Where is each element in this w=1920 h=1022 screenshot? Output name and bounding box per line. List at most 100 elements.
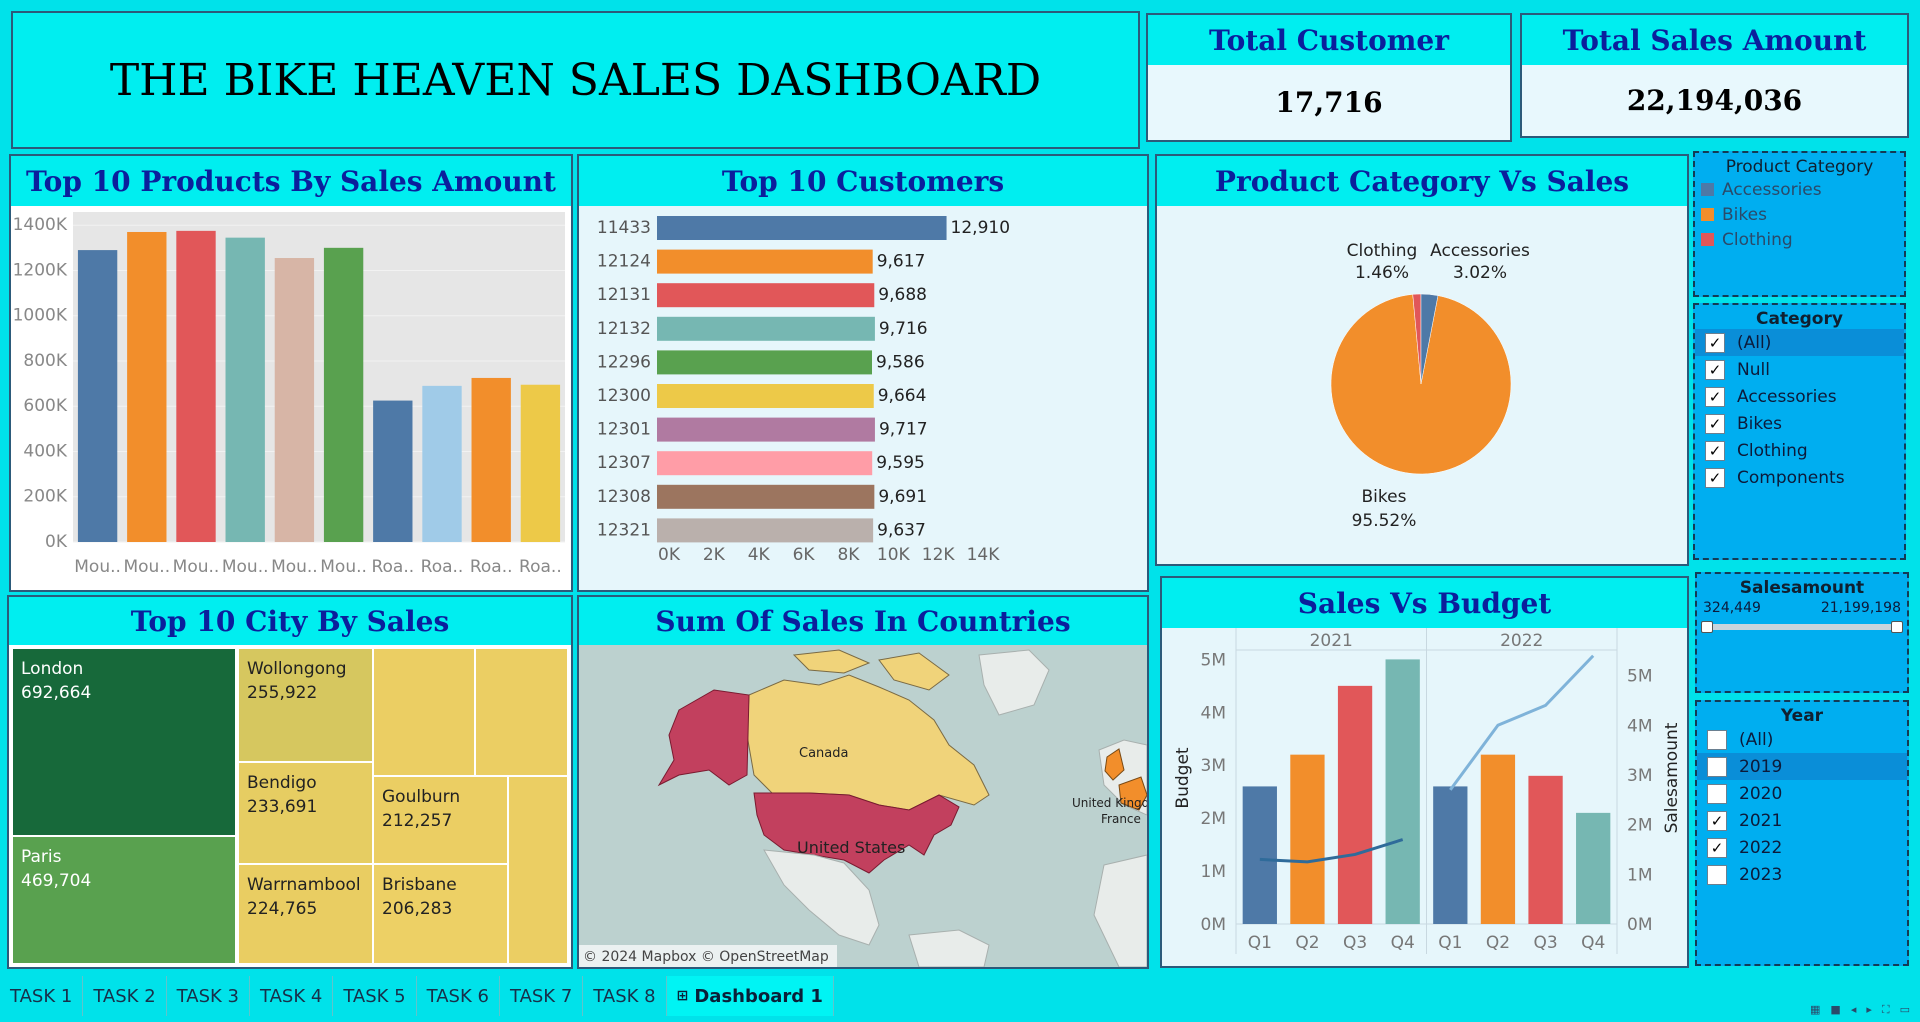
- slider-handle-max[interactable]: [1891, 621, 1903, 633]
- treemap-cell[interactable]: Bendigo 233,691: [239, 763, 372, 863]
- slider-handle-min[interactable]: [1701, 621, 1713, 633]
- slice-pct-label: 3.02%: [1453, 263, 1507, 283]
- slice-label: Bikes: [1362, 487, 1407, 507]
- y-tick-label-right: 4M: [1627, 716, 1652, 736]
- tab-task-4[interactable]: TASK 4: [250, 976, 334, 1016]
- treemap-cell[interactable]: Wollongong 255,922: [239, 649, 372, 761]
- top-products-panel: Top 10 Products By Sales Amount 0K 200K 40…: [9, 154, 573, 592]
- category-option-bikes[interactable]: ✓ Bikes: [1695, 410, 1904, 437]
- sheet-view-icon[interactable]: ■: [1830, 1003, 1841, 1016]
- checkbox-icon[interactable]: ✓: [1705, 386, 1725, 407]
- category-option-clothing[interactable]: ✓ Clothing: [1695, 437, 1904, 464]
- year-option-2022[interactable]: ✓ 2022: [1697, 834, 1907, 861]
- city-value: 206,283: [382, 899, 453, 919]
- city-value: 233,691: [247, 797, 318, 817]
- treemap-cell[interactable]: Brisbane 206,283: [374, 865, 507, 963]
- customers-bar-chart[interactable]: 11433 12,910 12124 9,617 12131 9,688 12132 9,71…: [579, 206, 1147, 590]
- checkbox-icon[interactable]: ✓: [1705, 440, 1725, 461]
- bar: [657, 283, 875, 308]
- x-tick-label: Q1: [1438, 933, 1462, 953]
- treemap-cell[interactable]: Goulburn 212,257: [374, 777, 507, 863]
- range-max: 21,199,198: [1820, 600, 1901, 616]
- y-tick-label: 800K: [23, 351, 67, 371]
- checkbox-icon[interactable]: [1707, 729, 1727, 750]
- bar: [373, 400, 413, 542]
- prev-icon[interactable]: ◂: [1850, 1003, 1857, 1016]
- y-tick-label-left: 2M: [1201, 809, 1226, 829]
- country-france: [1118, 776, 1147, 811]
- checkbox-icon[interactable]: [1707, 783, 1727, 804]
- tab-task-6[interactable]: TASK 6: [417, 976, 500, 1016]
- bar: [323, 247, 364, 543]
- treemap-cell-unlabeled[interactable]: [374, 649, 474, 775]
- year-option-all[interactable]: (All): [1697, 726, 1907, 753]
- pane-header: 2022: [1500, 631, 1543, 651]
- grid-view-icon[interactable]: ▦: [1810, 1003, 1821, 1016]
- year-option-2023[interactable]: 2023: [1697, 861, 1907, 888]
- category-option-all[interactable]: ✓ (All): [1695, 329, 1904, 356]
- x-tick-label: Q3: [1533, 933, 1557, 953]
- slice-pct-label: 95.52%: [1352, 511, 1417, 531]
- sheet-tabs: TASK 1 TASK 2 TASK 3 TASK 4 TASK 5 TASK …: [0, 976, 1920, 1022]
- tab-task-7[interactable]: TASK 7: [500, 976, 584, 1016]
- sales-map[interactable]: Canada United States United Kingdo Franc…: [579, 645, 1147, 967]
- y-tick-label: 1000K: [13, 306, 68, 326]
- kpi-value: 17,716: [1148, 65, 1510, 140]
- dashboard-title: THE BIKE HEAVEN SALES DASHBOARD: [109, 54, 1042, 106]
- present-icon[interactable]: ▭: [1899, 1003, 1910, 1016]
- legend-item-bikes[interactable]: Bikes: [1695, 202, 1904, 227]
- checkbox-icon[interactable]: ✓: [1705, 467, 1725, 488]
- sales-budget-panel: Sales Vs Budget 2021 2022 0M 1M 2M 3M 4M 5M 0M 1M…: [1160, 576, 1689, 968]
- treemap-cell[interactable]: Paris 469,704: [13, 837, 235, 963]
- treemap-cell-unlabeled[interactable]: [509, 777, 567, 963]
- treemap-cell-unlabeled[interactable]: [476, 649, 567, 775]
- city-treemap[interactable]: London 692,664 Paris 469,704 Wollongong 255,9…: [13, 649, 567, 963]
- checkbox-icon[interactable]: [1707, 756, 1727, 777]
- tab-task-1[interactable]: TASK 1: [0, 976, 84, 1016]
- tab-task-3[interactable]: TASK 3: [167, 976, 250, 1016]
- bar: [657, 316, 875, 341]
- customer-id-label: 12131: [597, 285, 651, 305]
- y-tick-label-left: 0M: [1201, 915, 1226, 935]
- bar: [471, 377, 511, 542]
- category-option-accessories[interactable]: ✓ Accessories: [1695, 383, 1904, 410]
- map-label-uk: United Kingdo: [1072, 796, 1147, 810]
- legend-item-clothing[interactable]: Clothing: [1695, 227, 1904, 252]
- legend-item-accessories[interactable]: Accessories: [1695, 177, 1904, 202]
- year-option-2020[interactable]: 2020: [1697, 780, 1907, 807]
- swatch-icon: [1701, 233, 1714, 246]
- x-tick-label: Q1: [1248, 933, 1272, 953]
- customer-id-label: 12321: [597, 520, 651, 540]
- checkbox-icon[interactable]: ✓: [1707, 810, 1727, 831]
- x-tick-label: Q2: [1295, 933, 1319, 953]
- checkbox-icon[interactable]: ✓: [1705, 413, 1725, 434]
- checkbox-icon[interactable]: [1707, 864, 1727, 885]
- treemap-cell[interactable]: Warrnambool 224,765: [239, 865, 372, 963]
- tab-dashboard-1[interactable]: ⊞ Dashboard 1: [666, 976, 834, 1016]
- country-uk: [1104, 748, 1125, 781]
- city-label: Bendigo: [247, 773, 317, 793]
- next-icon[interactable]: ▸: [1866, 1003, 1872, 1016]
- year-option-2019[interactable]: 2019: [1697, 753, 1907, 780]
- treemap-cell[interactable]: London 692,664: [13, 649, 235, 835]
- category-option-components[interactable]: ✓ Components: [1695, 464, 1904, 491]
- y-tick-label-left: 1M: [1201, 862, 1226, 882]
- checkbox-icon[interactable]: ✓: [1705, 359, 1725, 380]
- fullscreen-icon[interactable]: ⛶: [1881, 1003, 1890, 1016]
- sales-budget-chart[interactable]: 2021 2022 0M 1M 2M 3M 4M 5M 0M 1M 2M 3M 4M 5M Budget Sa…: [1162, 628, 1687, 966]
- range-slider[interactable]: [1701, 621, 1903, 633]
- panel-title: Sales Vs Budget: [1297, 586, 1552, 620]
- checkbox-icon[interactable]: ✓: [1707, 837, 1727, 858]
- y-tick-label: 1200K: [13, 260, 68, 280]
- checkbox-icon[interactable]: ✓: [1705, 332, 1725, 353]
- dashboard-icon: ⊞: [676, 988, 689, 1004]
- bar: [657, 216, 947, 240]
- year-option-2021[interactable]: ✓ 2021: [1697, 807, 1907, 834]
- tab-task-8[interactable]: TASK 8: [583, 976, 667, 1016]
- tab-task-2[interactable]: TASK 2: [83, 976, 167, 1016]
- category-option-null[interactable]: ✓ Null: [1695, 356, 1904, 383]
- x-tick-label: 4K: [748, 545, 771, 565]
- tab-task-5[interactable]: TASK 5: [333, 976, 417, 1016]
